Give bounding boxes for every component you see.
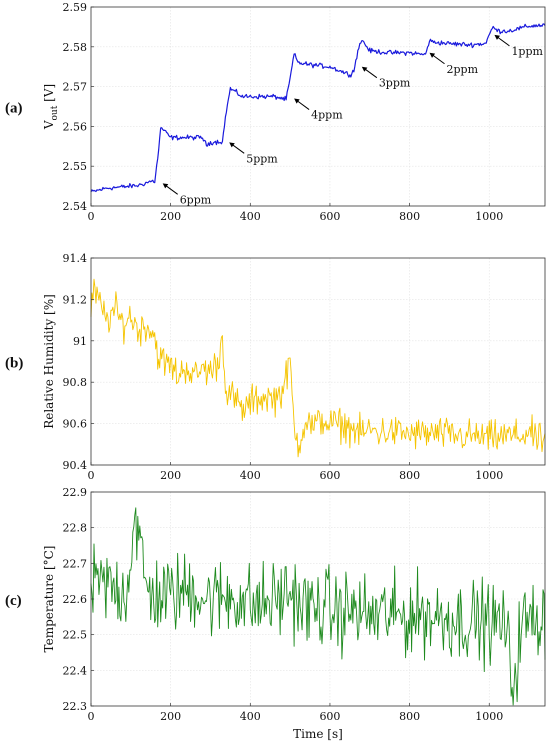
x-tick-label: 0 [88, 210, 95, 223]
y-axis-label: Relative Humidity [%] [42, 294, 56, 429]
x-tick-label: 200 [160, 210, 181, 223]
annotation-label: 6ppm [180, 193, 212, 206]
y-tick-label: 2.54 [63, 200, 88, 213]
series-line [90, 278, 546, 458]
y-tick-label: 91.4 [63, 252, 88, 265]
y-tick-label: 22.8 [63, 522, 88, 535]
annotation-arrowhead [229, 142, 235, 148]
annotation-arrowhead [361, 66, 368, 72]
x-tick-label: 1000 [475, 210, 503, 223]
y-tick-label: 91 [73, 335, 87, 348]
y-tick-label: 22.9 [63, 486, 88, 499]
y-tick-label: 90.4 [63, 459, 88, 472]
series-line [90, 507, 546, 706]
plot-frame [90, 257, 546, 466]
y-tick-label: 22.6 [63, 593, 88, 606]
x-tick-label: 400 [240, 210, 261, 223]
annotation-label: 5ppm [246, 152, 278, 165]
x-tick-label: 800 [399, 710, 420, 723]
x-tick-label: 600 [319, 469, 340, 482]
x-tick-label: 1000 [475, 469, 503, 482]
y-tick-label: 22.3 [63, 700, 88, 713]
x-tick-label: 200 [160, 710, 181, 723]
annotation-arrowhead [429, 52, 436, 58]
y-tick-label: 22.5 [63, 629, 88, 642]
y-tick-label: 2.57 [63, 81, 88, 94]
y-tick-label: 2.59 [63, 1, 88, 14]
y-tick-label: 22.4 [63, 664, 88, 677]
y-tick-label: 2.58 [63, 41, 88, 54]
x-tick-label: 800 [399, 210, 420, 223]
y-tick-label: 90.6 [63, 418, 88, 431]
series-line [90, 23, 546, 193]
annotation-label: 2ppm [447, 63, 479, 76]
panel-temperature: 0 200 400 600 800 1000 22.3 22.4 22.5 22.6 22.7 22.… [5, 486, 546, 741]
panel-voltage: 0 200 400 600 800 1000 2.54 2.55 2.56 2.57 2.58 2.5… [5, 1, 546, 223]
annotation-arrowhead [294, 98, 300, 104]
x-tick-label: 400 [240, 710, 261, 723]
x-axis-label: Time [s] [293, 727, 343, 741]
annotation-arrowhead [494, 34, 501, 40]
x-tick-label: 200 [160, 469, 181, 482]
x-tick-label: 1000 [475, 710, 503, 723]
y-tick-label: 90.8 [63, 376, 88, 389]
annotation-label: 4ppm [311, 109, 343, 122]
y-tick-label: 2.56 [63, 120, 88, 133]
y-tick-label: 2.55 [63, 160, 88, 173]
plot-frame [90, 6, 546, 207]
panel-label: (c) [5, 593, 22, 609]
x-tick-label: 600 [319, 210, 340, 223]
x-tick-label: 0 [88, 710, 95, 723]
y-axis-label: Temperature [°C] [42, 546, 56, 653]
x-tick-label: 400 [240, 469, 261, 482]
y-axis-label: Vout [V] [42, 84, 60, 130]
y-tick-label: 91.2 [63, 293, 88, 306]
x-tick-label: 800 [399, 469, 420, 482]
annotation-label: 3ppm [379, 77, 411, 90]
panel-label: (a) [5, 101, 23, 117]
x-tick-label: 600 [319, 710, 340, 723]
annotation-arrowhead [162, 183, 169, 189]
y-tick-label: 22.7 [63, 557, 88, 570]
panel-humidity: 0 200 400 600 800 1000 90.4 90.6 90.8 91 91.2 91.4 R… [5, 252, 546, 482]
x-tick-label: 0 [88, 469, 95, 482]
annotation-label: 1ppm [511, 45, 543, 58]
panel-label: (b) [5, 356, 23, 372]
